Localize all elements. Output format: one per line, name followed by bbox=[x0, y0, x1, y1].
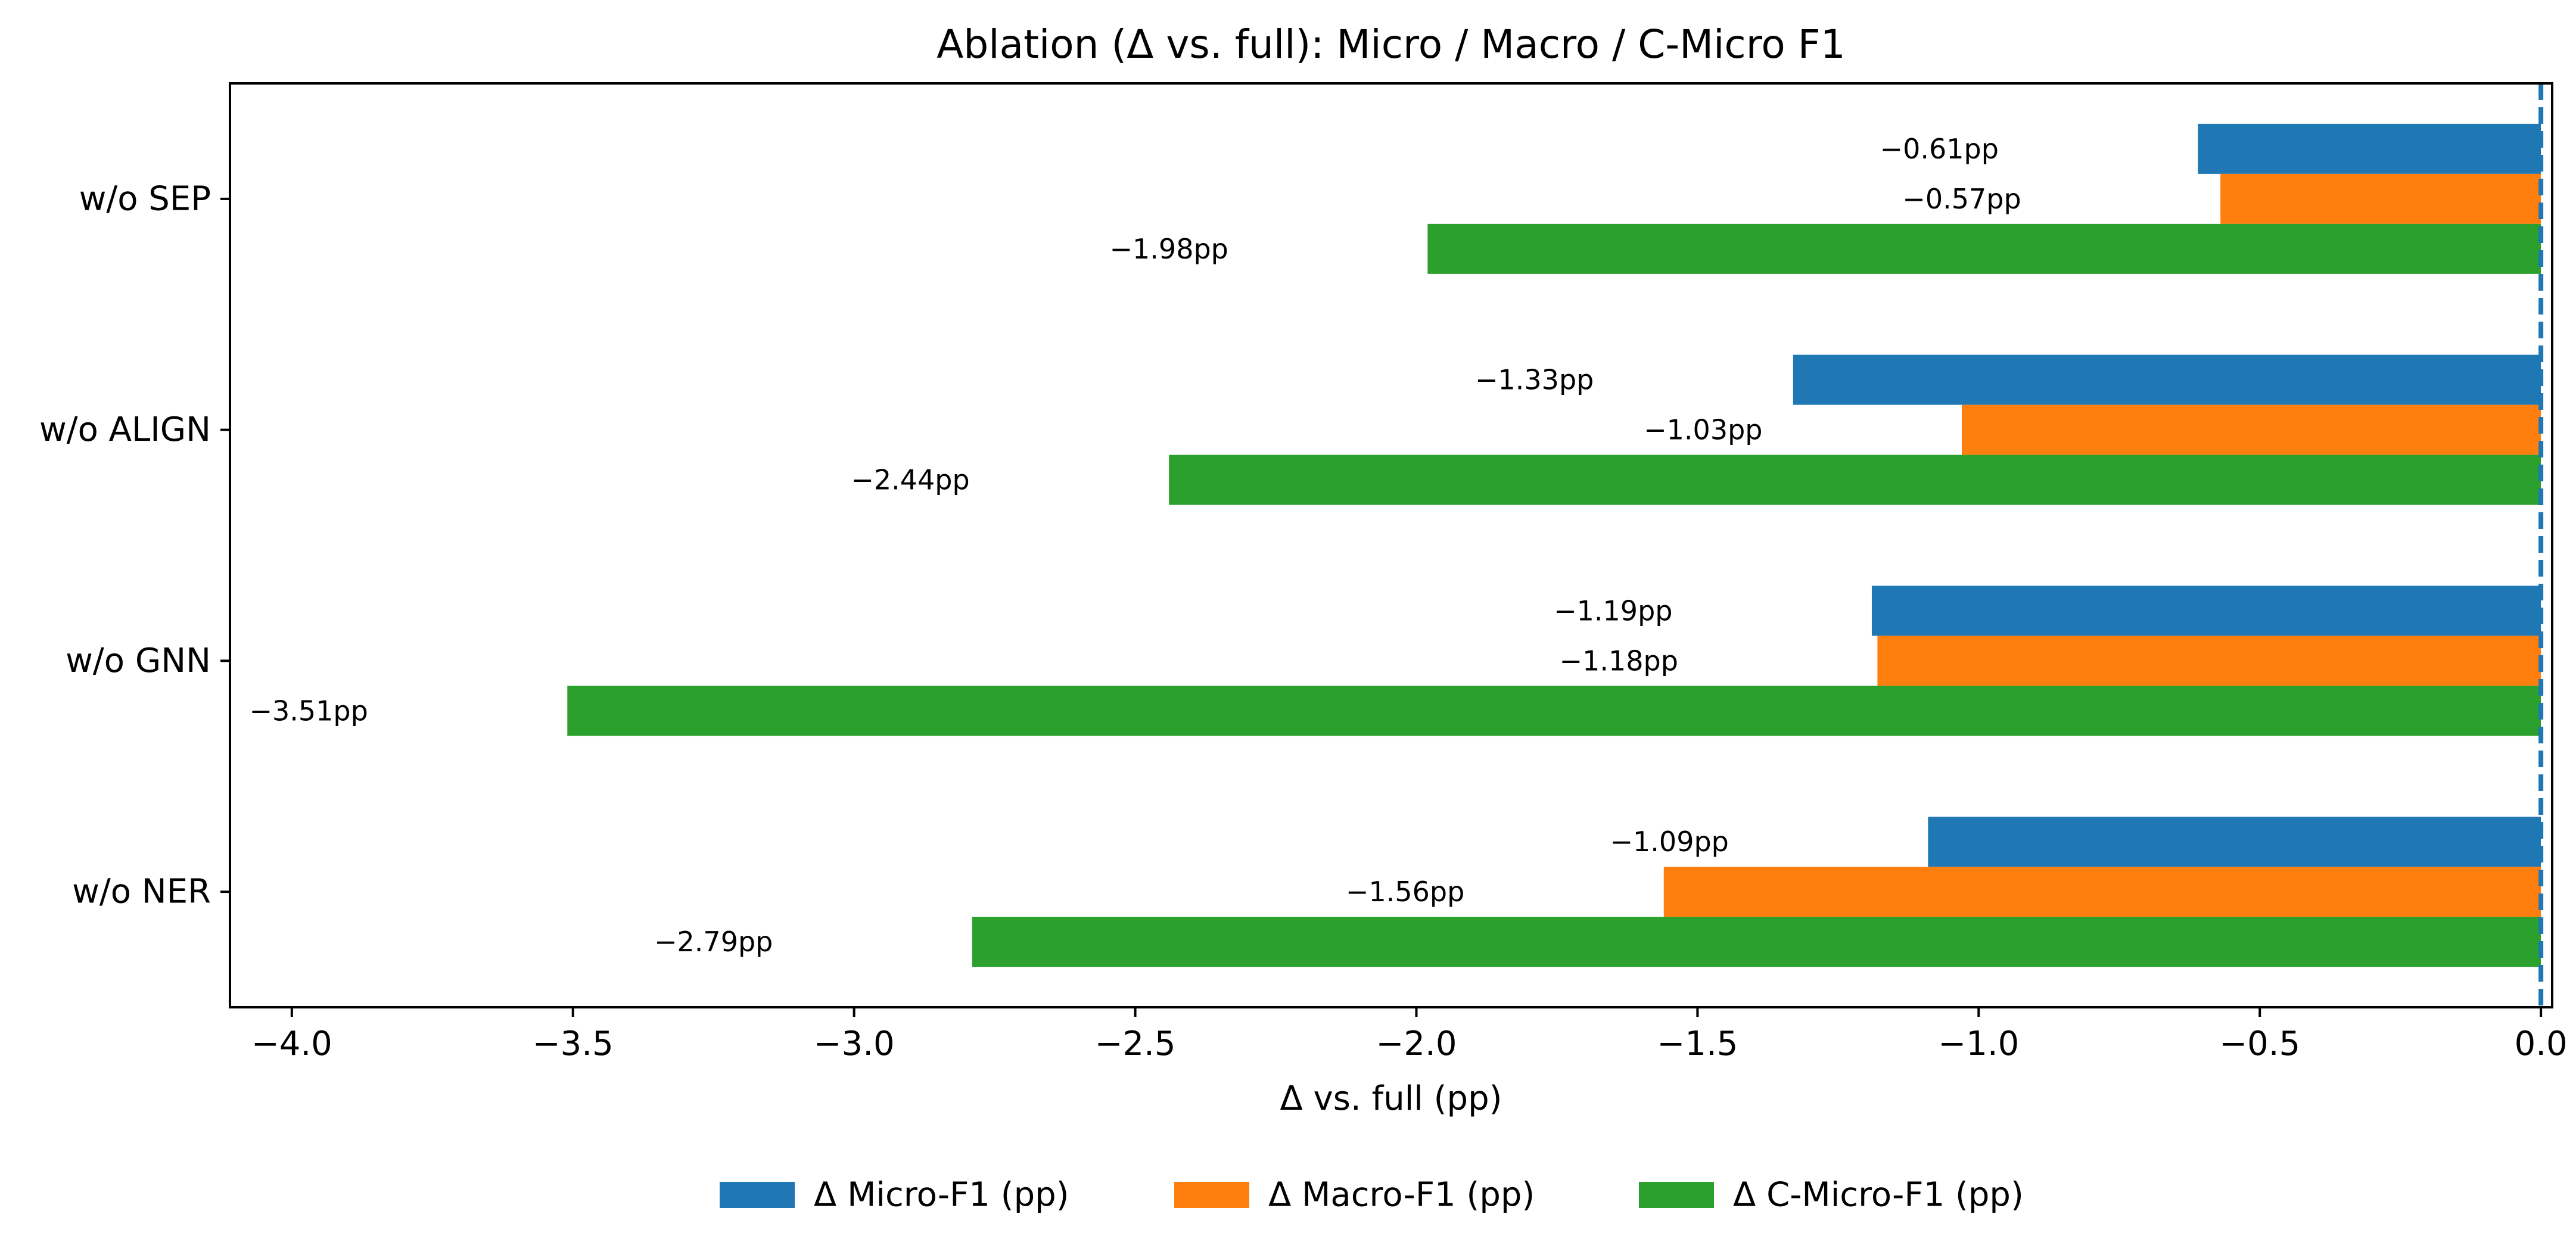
bar bbox=[1427, 223, 2541, 274]
legend: Δ Micro-F1 (pp) Δ Macro-F1 (pp) Δ C-Micro-… bbox=[720, 1176, 2024, 1215]
bar bbox=[1928, 817, 2541, 867]
legend-label: Δ Macro-F1 (pp) bbox=[1268, 1176, 1535, 1215]
bar bbox=[1961, 404, 2541, 455]
bar bbox=[1871, 586, 2541, 636]
data-label: −0.61pp bbox=[1880, 133, 1999, 165]
x-tick-label: −1.0 bbox=[1938, 1025, 2019, 1063]
x-axis: −4.0 −3.5 −3.0 −2.5 −2.0 −1.5 −1.0 −0.5 0.0 bbox=[251, 1007, 2568, 1063]
legend-label: Δ C-Micro-F1 (pp) bbox=[1733, 1176, 2024, 1215]
data-label: −1.18pp bbox=[1560, 645, 1678, 677]
data-label: −1.33pp bbox=[1475, 364, 1594, 396]
data-label: −1.09pp bbox=[1610, 826, 1729, 858]
bar bbox=[1877, 636, 2541, 686]
legend-swatch bbox=[1174, 1182, 1249, 1208]
x-tick-label: −4.0 bbox=[251, 1025, 332, 1063]
data-label: −1.03pp bbox=[1644, 414, 1762, 446]
x-tick-label: −3.5 bbox=[533, 1025, 614, 1063]
chart-title: Ablation (Δ vs. full): Micro / Macro / C… bbox=[937, 21, 1845, 67]
x-tick-label: −2.0 bbox=[1376, 1025, 1457, 1063]
data-label: −2.79pp bbox=[654, 926, 773, 958]
data-label: −2.44pp bbox=[851, 464, 969, 496]
y-axis: w/o SEP w/o ALIGN w/o GNN w/o NER bbox=[39, 179, 230, 911]
data-label: −0.57pp bbox=[1902, 183, 2021, 215]
legend-swatch bbox=[720, 1182, 795, 1208]
data-label: −1.19pp bbox=[1554, 594, 1672, 627]
x-tick-label: −1.5 bbox=[1657, 1025, 1738, 1063]
bar bbox=[1793, 354, 2541, 405]
y-tick-label: w/o GNN bbox=[66, 642, 211, 680]
bar bbox=[1169, 454, 2541, 505]
y-tick-label: w/o ALIGN bbox=[39, 410, 211, 449]
bars-layer bbox=[567, 123, 2541, 967]
data-labels-layer: −0.61pp −0.57pp −1.98pp −1.33pp −1.03pp −2.44… bbox=[249, 133, 2021, 958]
x-axis-label: Δ vs. full (pp) bbox=[1280, 1079, 1502, 1118]
x-tick-label: −3.0 bbox=[814, 1025, 895, 1063]
bar bbox=[1663, 867, 2541, 917]
bar bbox=[567, 686, 2541, 736]
data-label: −3.51pp bbox=[249, 695, 368, 727]
bar bbox=[2198, 123, 2541, 174]
legend-swatch bbox=[1639, 1182, 1714, 1208]
y-tick-label: w/o NER bbox=[72, 873, 211, 911]
x-tick-label: −2.5 bbox=[1095, 1025, 1176, 1063]
x-tick-label: 0.0 bbox=[2515, 1025, 2568, 1063]
data-label: −1.98pp bbox=[1110, 233, 1228, 265]
bar bbox=[2220, 173, 2541, 224]
x-tick-label: −0.5 bbox=[2219, 1025, 2300, 1063]
y-tick-label: w/o SEP bbox=[79, 179, 211, 218]
plot-frame bbox=[229, 82, 2553, 1008]
data-label: −1.56pp bbox=[1346, 876, 1464, 908]
bar bbox=[972, 917, 2541, 967]
legend-label: Δ Micro-F1 (pp) bbox=[814, 1176, 1069, 1215]
